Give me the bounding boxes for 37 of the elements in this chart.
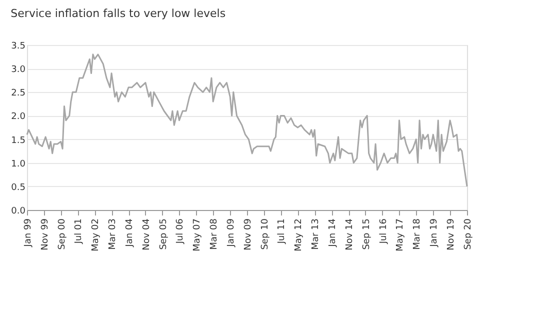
x-tick-label: Sep 05: [158, 218, 169, 250]
x-tick-label: Jan 09: [226, 218, 237, 248]
x-tick-label: Nov 99: [40, 218, 50, 250]
x-tick-label: Sep 10: [260, 218, 270, 250]
x-tick-label: Mar 03: [108, 218, 118, 250]
x-tick-label: May 12: [294, 218, 304, 252]
x-tick-label: Sep 00: [57, 218, 68, 250]
x-tick-label: Jan 19: [430, 218, 440, 248]
line-series: [26, 54, 468, 188]
y-tick-label: 0.5: [11, 182, 26, 193]
x-tick-label: May 17: [396, 218, 406, 252]
x-tick-label: Jan 04: [125, 218, 136, 248]
x-tick-label: Nov 19: [446, 218, 457, 250]
x-tick-label: May 07: [192, 218, 203, 252]
x-tick-label: Nov 04: [142, 218, 152, 250]
x-tick-label: May 02: [91, 218, 102, 252]
x-tick-label: Mar 13: [311, 218, 322, 250]
y-tick-label: 1.0: [11, 159, 26, 170]
x-tick-label: Nov 14: [345, 218, 356, 250]
x-tick-label: Mar 08: [210, 218, 220, 250]
x-tick-label: Nov 09: [244, 218, 254, 250]
x-tick-label: Sep 20: [464, 218, 474, 250]
y-tick-label: 3.0: [11, 65, 26, 76]
x-tick-label: Jan 14: [328, 218, 338, 248]
y-tick-label: 2.5: [11, 88, 26, 99]
x-tick-label: Jul 11: [277, 218, 288, 245]
y-tick-label: 0.0: [11, 206, 26, 216]
chart-title: Service inflation falls to very low levels: [10, 7, 226, 20]
x-tick-label: Mar 18: [412, 218, 423, 250]
x-tick-label: Sep 15: [362, 218, 372, 250]
y-tick-label: 3.5: [11, 42, 26, 52]
x-tick-label: Jul 01: [74, 218, 84, 245]
x-tick-label: Jul 06: [176, 218, 186, 245]
x-tick-label: Jan 99: [24, 218, 34, 248]
y-tick-label: 2.0: [11, 112, 26, 122]
x-tick-label: Jul 16: [378, 218, 389, 245]
y-tick-label: 1.5: [11, 136, 26, 146]
